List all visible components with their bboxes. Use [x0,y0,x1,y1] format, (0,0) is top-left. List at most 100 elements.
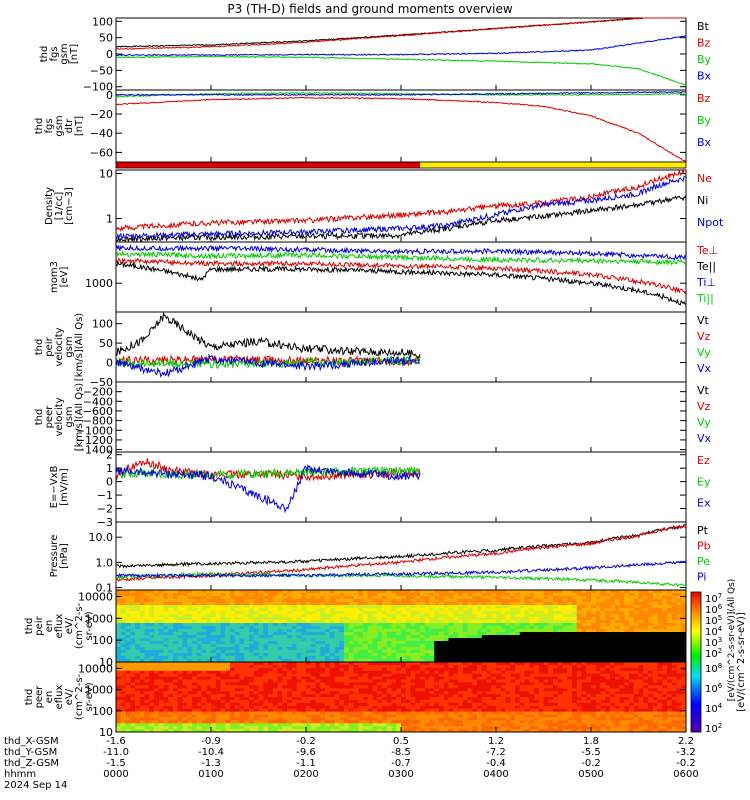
heatmap-cell [306,720,312,724]
heatmap-cell [401,644,407,648]
heatmap-cell [320,632,326,636]
heatmap-cell [211,650,217,654]
heatmap-cell [415,673,421,677]
series-line-density-1 [115,194,687,244]
heatmap-cell [619,611,625,615]
heatmap-cell [524,629,530,633]
heatmap-cell [206,596,212,600]
heatmap-cell [139,729,145,733]
heatmap-cell [410,676,416,680]
ylabel-line: eflux [54,614,65,639]
heatmap-cell [253,697,259,701]
heatmap-cell [173,682,179,686]
heatmap-cell [472,644,478,648]
heatmap-cell [296,682,302,686]
heatmap-cell [586,617,592,621]
heatmap-cell [505,656,511,660]
heatmap-cell [439,623,445,627]
heatmap-cell [443,729,449,733]
heatmap-cell [325,620,331,624]
heatmap-cell [177,685,183,689]
heatmap-cell [443,611,449,615]
heatmap-cell [648,599,654,603]
heatmap-cell [344,726,350,730]
heatmap-cell [282,714,288,718]
heatmap-cell [168,670,174,675]
heatmap-cell [591,590,597,594]
legend-entry: Bx [697,136,712,149]
heatmap-cell [529,659,535,663]
heatmap-cell [415,629,421,633]
heatmap-cell [192,729,198,733]
heatmap-cell [401,608,407,612]
heatmap-cell [576,620,582,624]
heatmap-cell [277,593,283,597]
heatmap-cell [671,623,677,627]
heatmap-cell [595,644,601,648]
heatmap-cell [116,723,122,727]
heatmap-cell [667,596,673,600]
heatmap-cell [135,702,141,707]
heatmap-cell [633,614,639,618]
heatmap-cell [120,679,126,683]
heatmap-cell [215,679,221,683]
heatmap-cell [135,632,141,636]
heatmap-cell [168,611,174,615]
heatmap-cell [382,679,388,683]
heatmap-cell [662,647,668,651]
heatmap-cell [648,629,654,633]
heatmap-cell [215,647,221,651]
heatmap-cell [182,620,188,624]
heatmap-cell [652,635,658,639]
heatmap-cell [358,605,364,609]
heatmap-cell [624,593,630,597]
heatmap-cell [619,602,625,606]
heatmap-cell [643,593,649,597]
heatmap-cell [467,626,473,630]
heatmap-cell [182,691,188,695]
heatmap-cell [519,650,525,654]
heatmap-cell [158,650,164,654]
heatmap-cell [144,697,150,701]
heatmap-cell [538,599,544,603]
heatmap-cell [372,629,378,633]
heatmap-cell [567,593,573,597]
heatmap-cell [477,656,483,660]
heatmap-cell [168,638,174,642]
heatmap-cell [301,685,307,689]
heatmap-cell [572,611,578,615]
heatmap-cell [206,623,212,627]
heatmap-cell [310,620,316,624]
heatmap-cell [367,596,373,600]
heatmap-cell [439,673,445,677]
heatmap-cell [453,685,459,689]
heatmap-cell [363,644,369,648]
heatmap-cell [496,656,502,660]
heatmap-cell [638,623,644,627]
heatmap-cell [344,717,350,721]
heatmap-cell [263,653,269,657]
heatmap-cell [581,638,587,642]
heatmap-cell [477,670,483,675]
heatmap-cell [239,659,245,663]
heatmap-cell [396,702,402,707]
heatmap-cell [472,650,478,654]
heatmap-cell [158,662,164,666]
heatmap-cell [344,697,350,701]
heatmap-cell [144,659,150,663]
heatmap-cell [125,694,131,698]
heatmap-cell [177,679,183,683]
legend-entry: Ti⊥ [696,276,716,289]
heatmap-cell [320,620,326,624]
heatmap-cell [182,662,188,666]
heatmap-cell [253,653,259,657]
heatmap-cell [410,691,416,695]
heatmap-cell [230,682,236,686]
heatmap-cell [453,711,459,715]
heatmap-cell [591,635,597,639]
heatmap-cell [377,599,383,603]
heatmap-cell [648,647,654,651]
heatmap-cell [249,664,255,669]
heatmap-cell [624,590,630,594]
heatmap-cell [296,602,302,606]
